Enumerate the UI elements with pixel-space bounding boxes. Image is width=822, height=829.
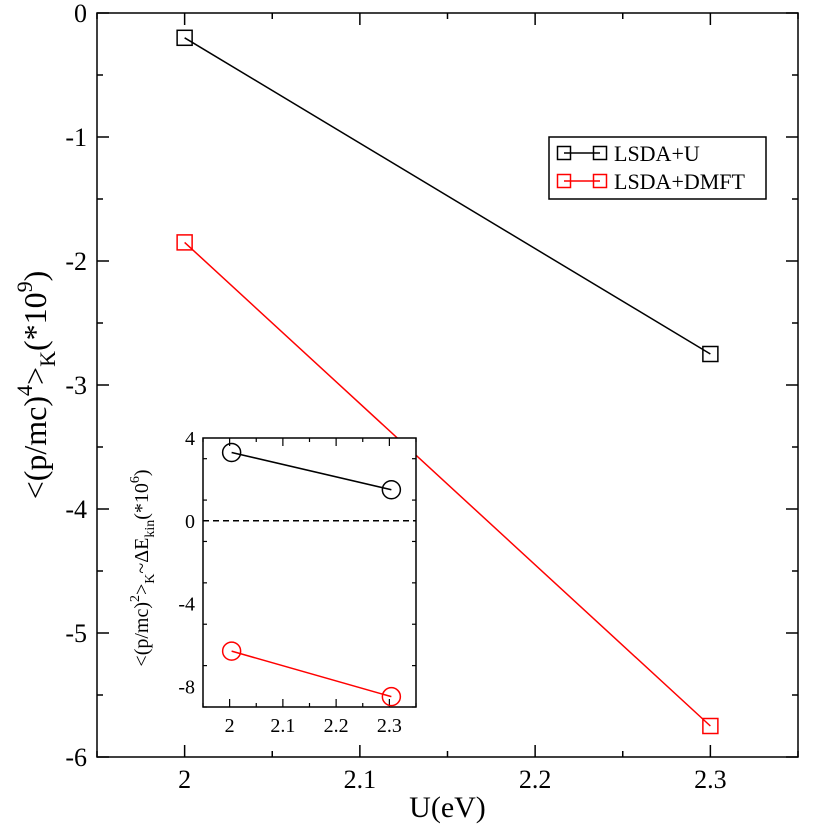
inset-y-label-mid: ~ΔE xyxy=(131,538,153,574)
y-label-close: ) xyxy=(17,271,53,282)
series-lsda-dmft xyxy=(176,234,719,735)
y-axis-label: <(p/mc)4>K(*109) xyxy=(12,271,60,500)
series-lsda-u xyxy=(176,29,719,363)
inset-y-tick-label: 4 xyxy=(185,428,195,450)
x-tick-label: 2.2 xyxy=(519,765,552,794)
y-label-paren: (*10 xyxy=(17,292,53,351)
inset-x-tick-label: 2.2 xyxy=(324,715,349,737)
inset-y-tick-label: -8 xyxy=(178,676,195,698)
data-point xyxy=(702,717,719,735)
y-tick-label: -2 xyxy=(65,247,87,276)
main-chart: 2 2.1 2.2 2.30-1-2-3-4-5-6U(eV)<(p/mc)4>K(*… xyxy=(12,0,799,824)
inset-y-label-exp: 6 xyxy=(128,476,143,483)
series-line xyxy=(184,37,711,355)
inset-y-label-after: > xyxy=(131,584,153,595)
inset-y-label-sub: K xyxy=(143,574,158,584)
legend-box xyxy=(548,136,767,200)
data-point xyxy=(176,234,193,251)
y-label-exp: 9 xyxy=(12,281,37,292)
legend-marker xyxy=(592,145,608,161)
y-label-after: > xyxy=(17,367,53,385)
y-tick-label: 0 xyxy=(74,0,87,28)
x-axis-label: U(eV) xyxy=(409,791,486,824)
y-tick-label: -6 xyxy=(65,743,87,772)
y-tick-label: -1 xyxy=(65,123,87,152)
inset-chart: 2 2.1 2.2 2.340-4-8<(p/mc)2>K~ΔEkin(*106) xyxy=(128,428,417,737)
y-tick-label: -3 xyxy=(65,371,87,400)
legend-marker xyxy=(556,145,572,161)
x-tick-label: 2.1 xyxy=(344,765,377,794)
inset-y-label-close: ) xyxy=(131,469,153,476)
y-label-main: <(p/mc) xyxy=(17,396,53,499)
legend-marker xyxy=(592,173,608,189)
y-tick-label: -5 xyxy=(65,619,87,648)
data-point xyxy=(176,29,193,47)
data-point xyxy=(702,345,719,363)
legend-label: LSDA+U xyxy=(614,141,700,166)
series-line xyxy=(184,241,711,727)
inset-y-axis-label: <(p/mc)2>K~ΔEkin(*106) xyxy=(128,469,158,666)
inset-y-label-sub2: kin xyxy=(143,520,158,538)
inset-data-point xyxy=(381,479,402,500)
y-tick-label: -4 xyxy=(65,495,87,524)
y-label-sub: K xyxy=(35,351,60,367)
inset-data-point xyxy=(221,641,242,661)
inset-y-tick-label: 0 xyxy=(185,511,195,533)
inset-frame xyxy=(202,437,417,708)
legend-marker xyxy=(556,173,572,189)
inset-data-point xyxy=(221,442,242,463)
inset-series-lsda-dmft xyxy=(221,641,402,707)
inset-x-tick-label: 2.1 xyxy=(270,715,295,737)
inset-y-tick-label: -4 xyxy=(178,594,195,616)
plot-frame xyxy=(96,12,799,758)
inset-y-label-sup: 2 xyxy=(128,595,143,602)
y-label-sup: 4 xyxy=(12,385,37,396)
legend: LSDA+U LSDA+DMFT xyxy=(548,136,767,200)
inset-x-tick-label: 2.3 xyxy=(377,715,402,737)
inset-data-point xyxy=(381,686,402,707)
inset-series-line xyxy=(231,451,392,491)
inset-y-label-main: <(p/mc) xyxy=(131,602,153,667)
inset-x-tick-label: 2 xyxy=(225,715,235,737)
legend-label: LSDA+DMFT xyxy=(614,169,746,194)
inset-series-line xyxy=(231,650,392,698)
x-tick-label: 2.3 xyxy=(694,765,727,794)
inset-y-label-paren: (*10 xyxy=(131,483,153,520)
inset-series-lsda-u xyxy=(221,442,402,500)
x-tick-label: 2 xyxy=(178,765,191,794)
